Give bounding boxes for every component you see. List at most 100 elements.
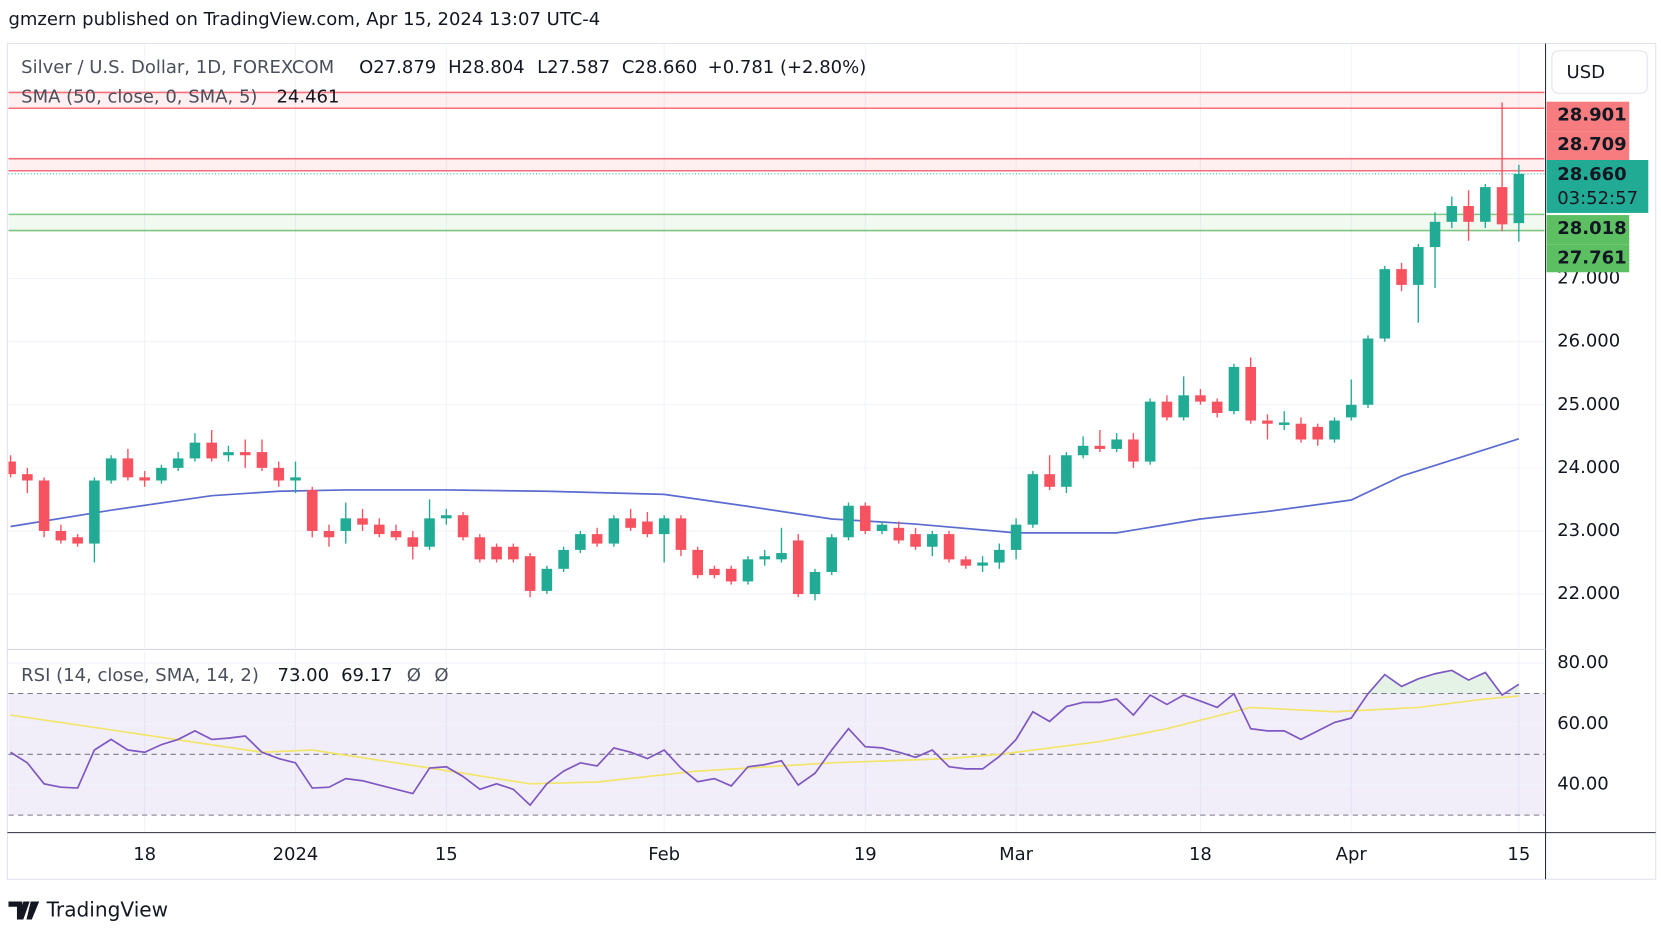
candle-body [273,467,285,481]
candle-body [122,458,134,478]
candle-body [1010,524,1022,550]
candle-body [323,530,335,538]
x-tick-label: Apr [1336,844,1368,865]
rsi-legend: RSI (14, close, SMA, 14, 2) [21,665,259,686]
candle [943,530,955,563]
y-tick-label: 23.000 [1557,520,1620,541]
ohlc-value: +0.781 (+2.80%) [708,57,867,78]
candle [290,461,301,494]
candle [390,524,402,541]
candle-body [55,530,67,541]
chart-frame [6,42,1657,880]
candle [1463,190,1474,241]
price-tag [1546,131,1630,162]
candle [1211,398,1223,418]
candle-body [156,467,167,481]
candle [575,530,586,554]
candle [1077,436,1089,459]
candle-body [1412,247,1424,285]
candle [927,530,938,557]
candle [1312,423,1324,446]
candle-body [1496,187,1508,225]
sma-legend: SMA (50, close, 0, SMA, 5) [21,86,257,107]
candle-body [1295,423,1307,440]
ohlc-value: H28.804 [448,57,525,78]
price-tag [1546,215,1630,245]
logo-mark [8,901,40,920]
candle [273,461,285,487]
candle-body [72,537,83,544]
x-tick-label: 18 [133,844,156,865]
candle [809,568,821,601]
candle-body [709,568,720,576]
candle-body [1262,420,1273,424]
candle [340,502,352,544]
price-tag-label: 27.761 [1557,247,1626,268]
candle [105,455,117,484]
candle [38,477,50,538]
candle-body [541,568,553,591]
candle [1278,411,1290,431]
candle [1429,212,1441,289]
candle [859,502,871,535]
candle-body [1480,187,1491,222]
price-tag-label: 28.901 [1557,104,1626,125]
candle-body [809,571,821,595]
candle-body [960,559,972,566]
candle-body [373,524,385,535]
currency-button[interactable] [1551,50,1648,94]
ohlc-value: O27.879 [359,57,436,78]
y-tick-label: 26.000 [1557,331,1620,352]
candle [1128,433,1139,468]
candle [558,546,569,572]
candle-body [38,480,50,531]
candle [1480,183,1491,229]
candle [72,534,83,547]
candle [491,543,502,563]
x-tick-label: 15 [435,844,458,865]
candle [306,486,318,538]
candle-body [1345,404,1357,418]
y-tick-label: 27.000 [1557,268,1620,289]
candle-body [1111,439,1122,449]
candle-body [239,452,251,456]
candle-body [1195,395,1206,402]
candle [876,521,888,535]
candle [1144,398,1156,465]
sma-line [10,437,1520,534]
candle [608,515,620,547]
y-tick-label: 24.000 [1557,457,1620,478]
candle-body [1061,455,1072,487]
candle [524,553,536,598]
candle [977,556,988,572]
candle [1496,102,1508,232]
last-price-label: 28.660 [1557,164,1626,185]
publish-line: gmzern published on TradingView.com, Apr… [8,9,600,30]
countdown-label: 03:52:57 [1557,188,1638,209]
candle-body [642,521,653,535]
candle [1027,471,1039,528]
x-tick-label: Feb [648,844,680,865]
candle-body [1446,206,1458,222]
candle-body [357,518,368,525]
candle [826,534,838,576]
rsi-tick-label: 60.00 [1557,713,1609,734]
candle-body [1161,401,1173,418]
candle-body [893,527,905,541]
candle [1262,414,1273,440]
candle [508,543,519,563]
candle [642,512,653,538]
candle [725,565,737,585]
candle-body [1513,173,1525,224]
y-tick-label: 22.000 [1557,583,1620,604]
ohlc-value: C28.660 [622,57,698,78]
candle [1111,433,1122,453]
x-tick-label: 2024 [273,844,319,865]
candle [1010,518,1022,560]
candle-body [524,556,536,591]
candle-body [1094,445,1106,449]
candle-body [1278,422,1290,425]
candle-body [22,474,33,481]
candle [156,464,167,484]
candle-body [608,518,620,544]
